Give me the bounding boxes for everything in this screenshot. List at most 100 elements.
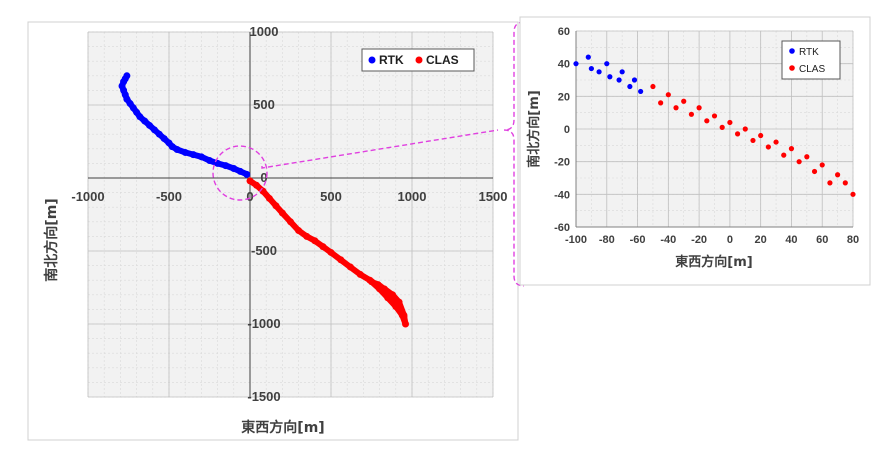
main-legend: RTK CLAS xyxy=(361,48,475,72)
main-data-points xyxy=(118,72,410,328)
main-rtk-point xyxy=(136,113,144,121)
main-rtk-point xyxy=(236,167,244,175)
inset-clas-point xyxy=(850,191,856,197)
inset-rtk-point xyxy=(573,61,579,67)
main-clas-point xyxy=(303,232,311,240)
main-clas-point xyxy=(278,209,286,217)
inset-rtk-point xyxy=(631,77,638,83)
main-y-tick-label: 1000 xyxy=(250,24,279,39)
inset-clas-point xyxy=(650,83,656,90)
zoom-callout xyxy=(212,21,525,287)
inset-clas-point xyxy=(765,144,771,150)
inset-x-tick-label: -100 xyxy=(565,234,587,246)
main-y-tick-label: -1500 xyxy=(247,389,280,404)
main-clas-point xyxy=(392,301,400,309)
main-legend-clas-label: CLAS xyxy=(426,53,459,67)
inset-clas-point xyxy=(811,168,818,175)
main-clas-point xyxy=(272,202,280,210)
main-y-tick-label: -1000 xyxy=(247,316,280,331)
main-rtk-point xyxy=(123,72,131,80)
main-rtk-point xyxy=(243,170,251,178)
main-clas-point xyxy=(295,227,303,235)
main-clas-point xyxy=(376,282,384,290)
inset-x-tick-label: -20 xyxy=(691,234,707,246)
inset-y-tick-label: 0 xyxy=(564,124,570,136)
inset-rtk-point xyxy=(596,69,602,75)
inset-rtk-point xyxy=(585,54,591,60)
zoom-connector-line xyxy=(261,129,499,169)
inset-x-tick-label: 40 xyxy=(785,234,797,246)
main-rtk-point xyxy=(181,148,189,156)
main-rtk-point xyxy=(160,135,168,143)
inset-clas-point xyxy=(773,139,779,145)
inset-rtk-point xyxy=(607,74,613,80)
inset-clas-point xyxy=(788,146,795,152)
main-clas-point xyxy=(346,263,354,271)
main-rtk-point xyxy=(150,126,158,134)
inset-rtk-point xyxy=(627,83,633,90)
inset-y-tick-label: -40 xyxy=(554,189,570,201)
inset-clas-point xyxy=(781,152,787,158)
inset-clas-point xyxy=(665,92,671,98)
inset-x-tick-label: 60 xyxy=(816,234,828,246)
inset-clas-point xyxy=(827,180,833,186)
inset-legend-rtk-marker xyxy=(789,48,795,54)
main-rtk-point xyxy=(222,162,230,170)
inset-rtk-point xyxy=(588,65,594,72)
main-clas-point xyxy=(252,181,260,189)
inset-clas-point xyxy=(842,180,848,186)
inset-x-tick-label: 20 xyxy=(755,234,767,246)
main-rtk-point xyxy=(155,130,163,138)
main-x-tick-label: 1000 xyxy=(398,189,427,204)
main-axes xyxy=(88,32,493,397)
inset-rtk-point xyxy=(604,61,610,67)
inset-legend-box xyxy=(781,40,841,80)
main-rtk-point xyxy=(173,146,181,154)
inset-x-tick-label: -40 xyxy=(660,234,676,246)
inset-clas-point xyxy=(819,162,825,168)
main-clas-point xyxy=(389,291,397,299)
inset-y-tick-label: 60 xyxy=(558,26,570,38)
main-legend-rtk-label: RTK xyxy=(379,53,404,67)
inset-clas-point xyxy=(719,124,725,130)
main-x-tick-label: -1000 xyxy=(71,189,104,204)
inset-x-tick-label: -80 xyxy=(599,234,615,246)
inset-clas-point xyxy=(804,154,810,160)
inset-clas-point xyxy=(704,118,710,124)
inset-rtk-point xyxy=(619,69,625,75)
main-rtk-point xyxy=(230,165,238,173)
main-clas-point xyxy=(319,243,327,251)
main-plot-area xyxy=(88,32,493,397)
main-clas-point xyxy=(327,248,335,256)
main-x-tick-label: -500 xyxy=(156,189,182,204)
main-rtk-point xyxy=(206,156,213,164)
inset-x-tick-label: 0 xyxy=(727,234,733,246)
main-clas-point xyxy=(368,278,375,286)
inset-clas-point xyxy=(696,105,702,111)
main-x-axis-label: 東西方向[m] xyxy=(241,419,324,436)
inset-clas-point xyxy=(688,111,695,117)
main-clas-point xyxy=(311,237,319,245)
inset-clas-point xyxy=(673,105,679,111)
inset-clas-point xyxy=(750,137,756,144)
main-y-tick-label: 500 xyxy=(253,97,275,112)
inset-clas-point xyxy=(742,126,748,132)
main-y-tick-label: 0 xyxy=(260,170,267,185)
inset-legend-rtk-label: RTK xyxy=(799,47,819,58)
zoom-bracket xyxy=(503,21,525,287)
inset-tick-labels: -100 -80 -60 -40 -20 0 20 40 60 80 60 40 20 0 -20 -40 -6… xyxy=(554,26,859,246)
inset-rtk-point xyxy=(638,88,644,95)
inset-clas-point xyxy=(681,98,687,104)
inset-y-tick-label: -20 xyxy=(554,157,570,169)
main-clas-point xyxy=(400,313,408,321)
main-rtk-point xyxy=(146,121,154,129)
main-clas-point xyxy=(287,218,294,226)
inset-x-axis-label: 東西方向[m] xyxy=(675,254,752,270)
main-clas-point xyxy=(384,291,392,299)
inset-x-tick-label: -60 xyxy=(630,234,646,246)
zoom-circle xyxy=(212,145,268,201)
main-clas-point xyxy=(265,194,273,202)
main-y-axis-label: 南北方向[m] xyxy=(43,198,60,281)
inset-x-tick-label: 80 xyxy=(847,234,859,246)
